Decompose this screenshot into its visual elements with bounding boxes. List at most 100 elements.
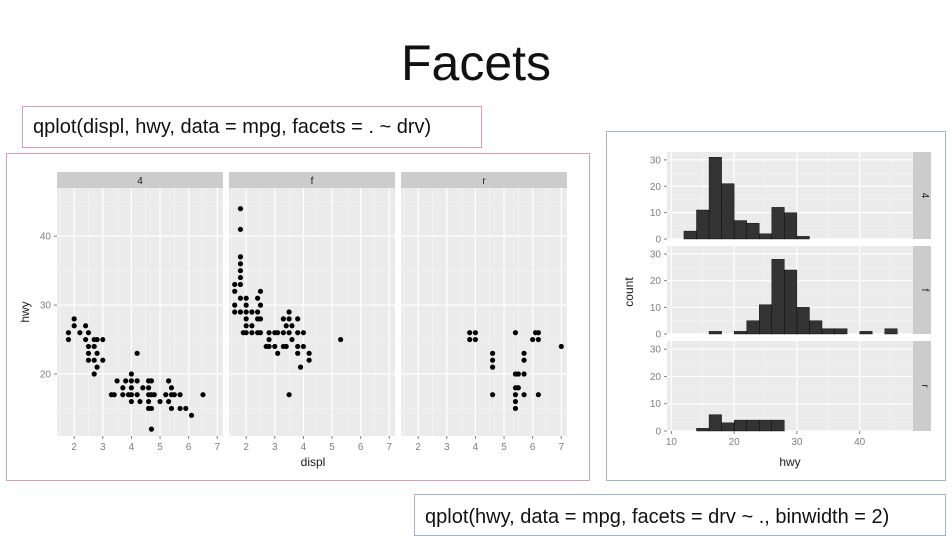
histogram-bar <box>721 183 735 240</box>
scatter-point <box>85 350 92 356</box>
y-tick-label: 20 <box>650 372 662 383</box>
scatter-point <box>237 206 244 212</box>
x-tick-label: 6 <box>186 442 192 453</box>
scatter-point <box>140 385 146 391</box>
scatter-point <box>157 398 163 405</box>
scatter-point <box>249 309 255 315</box>
scatter-point <box>65 336 72 343</box>
histogram-bar <box>834 328 848 335</box>
scatter-point <box>128 392 135 398</box>
scatter-point <box>83 323 89 329</box>
facet-strip-label: f <box>919 289 930 292</box>
scatter-point <box>243 295 249 301</box>
scatter-point <box>232 302 238 308</box>
y-tick-label: 0 <box>655 427 661 438</box>
scatter-point <box>100 357 106 363</box>
y-tick-label: 0 <box>655 330 661 341</box>
scatter-point <box>77 330 83 336</box>
scatter-point <box>177 392 183 398</box>
scatter-point <box>65 330 72 336</box>
scatter-point <box>272 343 278 350</box>
scatter-point <box>257 288 264 294</box>
histogram-bar <box>771 419 785 432</box>
scatter-point <box>94 350 100 356</box>
scatter-point <box>91 357 97 363</box>
scatter-point <box>177 405 183 412</box>
scatter-point <box>85 357 92 363</box>
histogram-bar <box>746 222 760 240</box>
scatter-point <box>286 392 292 398</box>
scatter-point <box>148 378 155 384</box>
x-axis-label: hwy <box>779 455 800 469</box>
scatter-point <box>168 385 175 391</box>
scatter-point <box>237 274 244 281</box>
scatter-point <box>94 364 100 370</box>
x-tick-label: 2 <box>415 442 421 453</box>
histogram-bar <box>784 269 798 335</box>
scatter-point <box>134 392 140 398</box>
histogram-bar <box>796 307 810 335</box>
scatter-point <box>286 309 292 315</box>
histogram-bar <box>759 304 773 335</box>
histogram-bar <box>809 320 823 335</box>
scatter-point <box>472 336 479 343</box>
scatter-point <box>128 371 135 377</box>
scatter-point <box>128 378 135 384</box>
scatter-point <box>283 343 289 350</box>
scatter-point <box>535 392 541 398</box>
scatter-point <box>243 316 249 322</box>
facet-panel <box>57 188 223 436</box>
scatter-point <box>166 378 172 384</box>
facet-strip <box>913 341 931 431</box>
scatter-point <box>145 385 152 391</box>
scatter-point <box>295 350 301 356</box>
scatter-point <box>148 405 155 412</box>
histogram-bar <box>859 331 873 335</box>
scatter-point <box>255 295 261 301</box>
scatter-point <box>297 364 304 370</box>
slide-title: Facets <box>400 35 552 91</box>
y-tick-label: 10 <box>650 303 662 314</box>
scatter-point <box>558 343 564 350</box>
scatter-point <box>168 405 175 412</box>
x-tick-label: 30 <box>791 437 803 448</box>
scatter-point <box>512 392 519 398</box>
histogram-bar <box>733 331 747 335</box>
scatter-point <box>237 268 244 274</box>
scatter-point <box>237 309 244 315</box>
scatter-point <box>286 330 292 336</box>
scatter-point <box>200 392 206 398</box>
scatter-point <box>467 336 473 343</box>
histogram-bar <box>771 259 785 335</box>
scatter-point <box>120 392 126 398</box>
scatter-point <box>71 316 77 322</box>
scatter-point <box>257 330 264 336</box>
facet-strip-label: f <box>311 176 314 187</box>
facet-panel <box>667 341 913 431</box>
x-tick-label: 40 <box>854 437 866 448</box>
facet-strip <box>913 246 931 334</box>
x-tick-label: 7 <box>386 442 392 453</box>
scatter-point <box>275 330 281 336</box>
scatter-point <box>512 330 519 336</box>
scatter-point <box>286 316 292 322</box>
scatter-point <box>171 392 177 398</box>
scatter-point <box>255 309 261 315</box>
x-tick-label: 4 <box>129 442 135 453</box>
scatter-point <box>237 261 244 267</box>
y-tick-label: 20 <box>40 370 52 381</box>
x-tick-label: 4 <box>473 442 479 453</box>
scatter-point <box>472 330 479 336</box>
x-tick-label: 6 <box>358 442 364 453</box>
y-tick-label: 20 <box>650 182 662 193</box>
scatter-point <box>243 330 249 336</box>
scatter-point <box>295 343 301 350</box>
x-tick-label: 2 <box>243 442 249 453</box>
y-tick-label: 30 <box>650 155 662 166</box>
scatter-point <box>515 371 521 377</box>
histogram-bar <box>796 236 810 240</box>
scatter-point <box>512 398 519 405</box>
scatter-point <box>530 336 536 343</box>
histogram-bar <box>759 233 773 240</box>
histogram-bar <box>771 207 785 240</box>
